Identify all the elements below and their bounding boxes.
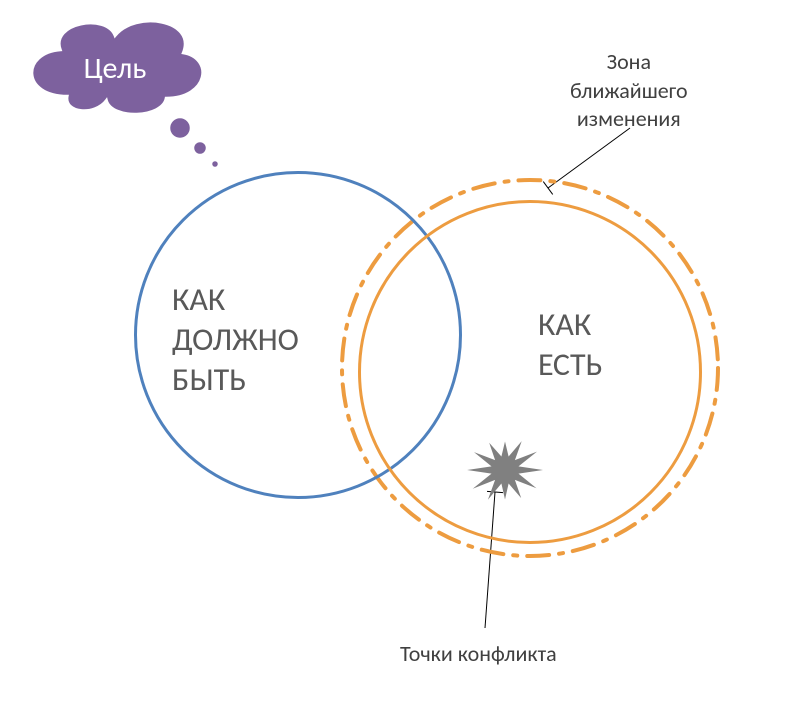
annotation-conflict-points: Точки конфликта	[400, 640, 557, 669]
annotation-zone-change-line1: Зона	[570, 48, 688, 77]
label-as-is-line1: КАК	[538, 305, 603, 345]
label-as-is: КАК ЕСТЬ	[538, 305, 603, 385]
annotation-zone-change-line2: ближайшего	[570, 77, 688, 106]
conflict-star-icon	[465, 430, 545, 510]
annotation-zone-change: Зона ближайшего изменения	[570, 48, 688, 134]
label-should-be-line2: ДОЛЖНО	[172, 320, 299, 360]
annotation-zone-change-line3: изменения	[570, 105, 688, 134]
diagram-canvas: КАК ДОЛЖНО БЫТЬ КАК ЕСТЬ Зона ближайшего…	[0, 0, 794, 703]
cloud-icon	[30, 18, 290, 208]
label-should-be-line3: БЫТЬ	[172, 360, 299, 400]
annotation-conflict-points-text: Точки конфликта	[400, 640, 557, 667]
label-should-be-line1: КАК	[172, 280, 299, 320]
goal-cloud-label: Цель	[30, 50, 200, 87]
goal-cloud: Цель	[30, 18, 200, 118]
label-as-is-line2: ЕСТЬ	[538, 345, 603, 385]
label-should-be: КАК ДОЛЖНО БЫТЬ	[172, 280, 299, 400]
